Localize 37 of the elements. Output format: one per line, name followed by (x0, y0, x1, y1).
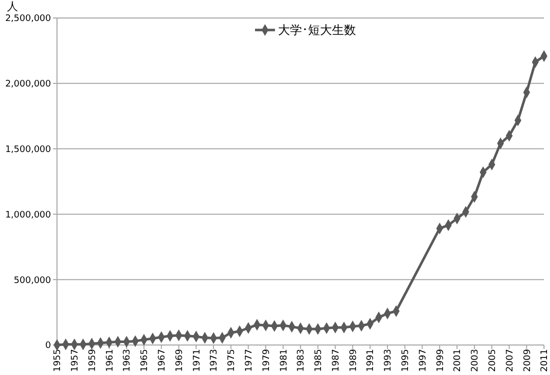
y-tick-label: 0 (45, 341, 52, 352)
x-tick-label: 1991 (366, 349, 376, 372)
x-tick-label: 1959 (88, 348, 98, 372)
x-tick-label: 1995 (401, 349, 412, 372)
x-tick-label: 1975 (227, 349, 238, 372)
y-tick-label: 2,000,000 (5, 80, 52, 90)
x-tick-label: 1969 (174, 348, 185, 372)
y-axis-title: 人 (7, 0, 18, 13)
y-tick-label: 2,500,000 (5, 14, 52, 24)
legend-label: 大学･短大生数 (278, 23, 356, 38)
x-tick-label: 2011 (540, 349, 550, 372)
x-tick-label: 1957 (70, 349, 81, 372)
x-tick-label: 1979 (262, 348, 272, 372)
y-tick-label: 1,500,000 (5, 144, 52, 155)
x-tick-label: 1989 (348, 348, 359, 372)
x-tick-label: 1967 (158, 349, 168, 372)
x-tick-label: 1999 (436, 348, 446, 372)
x-tick-label: 2009 (522, 348, 533, 372)
x-tick-label: 1997 (418, 349, 428, 372)
x-tick-label: 1983 (296, 349, 307, 372)
x-tick-label: 1965 (140, 349, 150, 372)
x-tick-label: 1973 (210, 349, 220, 372)
x-tick-label: 1993 (384, 349, 394, 372)
x-tick-label: 1963 (122, 349, 133, 372)
x-tick-label: 1981 (279, 349, 290, 372)
x-tick-label: 1955 (53, 349, 64, 372)
x-tick-label: 1977 (244, 349, 254, 372)
x-tick-label: 1985 (314, 349, 324, 372)
x-tick-label: 2003 (470, 349, 481, 372)
x-tick-label: 1971 (192, 349, 202, 372)
x-tick-label: 2005 (488, 349, 498, 372)
x-tick-label: 1961 (105, 349, 116, 372)
x-tick-label: 2007 (505, 349, 516, 372)
x-tick-label: 1987 (331, 349, 342, 372)
y-tick-label: 1,000,000 (5, 210, 52, 220)
x-tick-label: 2001 (453, 349, 464, 372)
y-tick-label: 500,000 (14, 276, 52, 286)
